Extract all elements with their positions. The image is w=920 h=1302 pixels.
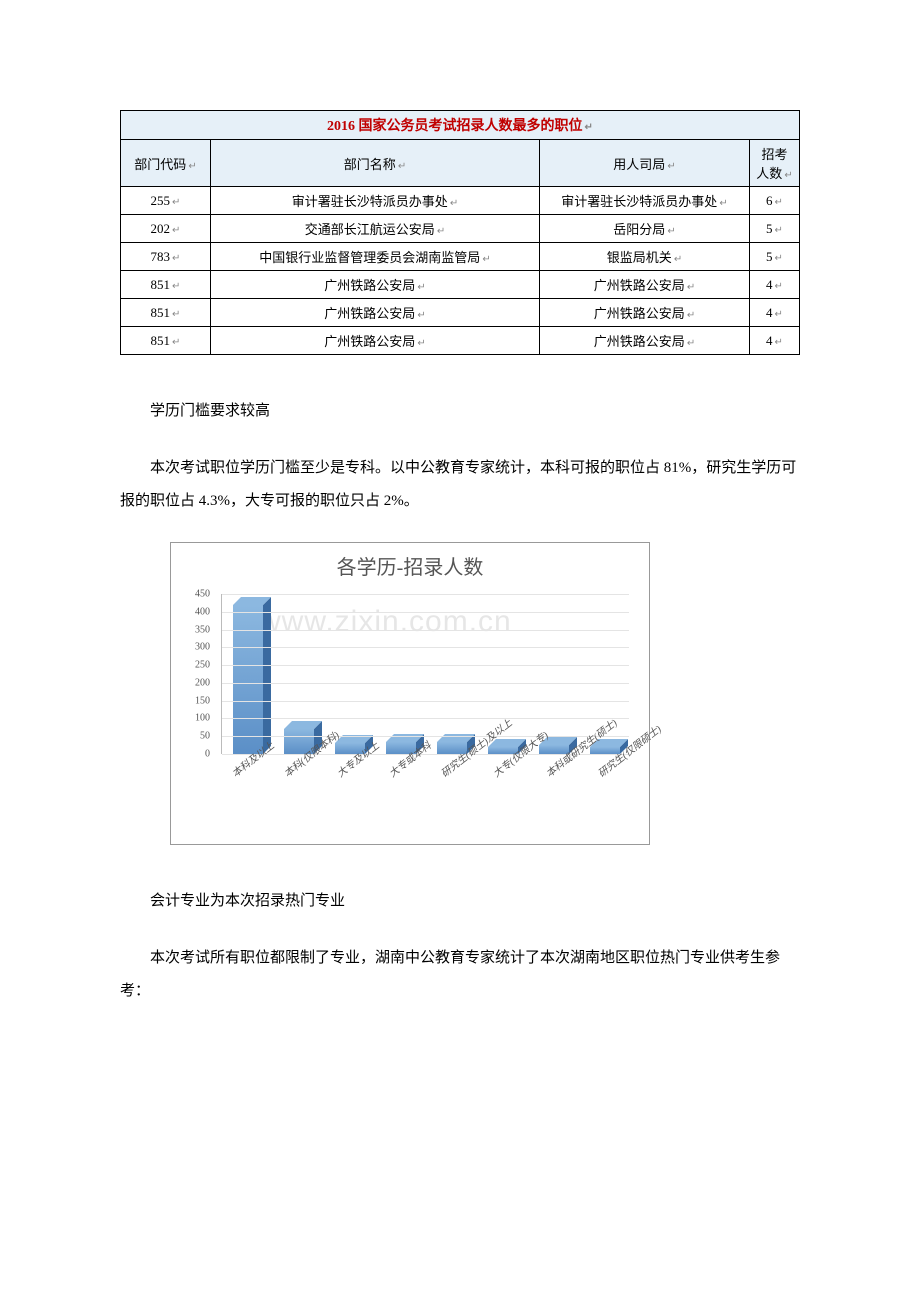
table-cell: 255	[151, 193, 181, 208]
table-row: 202 交通部长江航运公安局 岳阳分局 5	[121, 215, 800, 243]
table-cell: 5	[766, 249, 783, 264]
para-major-heading: 会计专业为本次招录热门专业	[120, 885, 800, 918]
table-row: 851 广州铁路公安局 广州铁路公安局 4	[121, 327, 800, 355]
table-cell: 中国银行业监督管理委员会湖南监管局	[259, 250, 490, 265]
table-cell: 783	[151, 249, 181, 264]
table-row: 783 中国银行业监督管理委员会湖南监管局 银监局机关 5	[121, 243, 800, 271]
table-cell: 4	[766, 277, 783, 292]
chart-bar	[233, 605, 271, 754]
y-tick-label: 300	[195, 642, 210, 653]
table-cell: 银监局机关	[607, 250, 682, 265]
table-cell: 岳阳分局	[613, 222, 675, 237]
table-cell: 广州铁路公安局	[594, 278, 695, 293]
table-cell: 4	[766, 305, 783, 320]
table-cell: 851	[151, 333, 181, 348]
table-row: 851 广州铁路公安局 广州铁路公安局 4	[121, 271, 800, 299]
y-tick-label: 350	[195, 624, 210, 635]
table-cell: 广州铁路公安局	[594, 306, 695, 321]
col-header-count: 招考人数	[756, 147, 792, 181]
chart-plot-area	[221, 594, 639, 754]
table-row: 255 审计署驻长沙特派员办事处 审计署驻长沙特派员办事处 6	[121, 187, 800, 215]
chart-y-axis: 050100150200250300350400450	[171, 594, 216, 754]
positions-table: 2016 国家公务员考试招录人数最多的职位 部门代码 部门名称 用人司局 招考人…	[120, 110, 800, 355]
table-cell: 广州铁路公安局	[594, 334, 695, 349]
table-header-row: 部门代码 部门名称 用人司局 招考人数	[121, 140, 800, 187]
y-tick-label: 450	[195, 589, 210, 600]
col-header-code: 部门代码	[134, 157, 196, 172]
table-cell: 交通部长江航运公安局	[305, 222, 445, 237]
table-cell: 202	[151, 221, 181, 236]
col-header-name: 部门名称	[344, 157, 406, 172]
para-education-body: 本次考试职位学历门槛至少是专科。以中公教育专家统计，本科可报的职位占 81%，研…	[120, 452, 800, 518]
table-cell: 4	[766, 333, 783, 348]
table-cell: 广州铁路公安局	[324, 334, 425, 349]
table-cell: 广州铁路公安局	[324, 306, 425, 321]
table-cell: 5	[766, 221, 783, 236]
y-tick-label: 250	[195, 660, 210, 671]
y-tick-label: 0	[205, 749, 210, 760]
table-cell: 851	[151, 305, 181, 320]
table-cell: 审计署驻长沙特派员办事处	[292, 194, 458, 209]
y-tick-label: 200	[195, 677, 210, 688]
table-title: 2016 国家公务员考试招录人数最多的职位	[121, 111, 800, 140]
y-tick-label: 400	[195, 606, 210, 617]
table-row: 851 广州铁路公安局 广州铁路公安局 4	[121, 299, 800, 327]
y-tick-label: 100	[195, 713, 210, 724]
col-header-dept: 用人司局	[613, 157, 675, 172]
table-cell: 6	[766, 193, 783, 208]
table-cell: 广州铁路公安局	[324, 278, 425, 293]
chart-x-axis: 本科及以上本科(仅限本科)大专及以上大专或本科研究生(硕士)及以上大专(仅限大专…	[221, 758, 639, 838]
para-education-heading: 学历门槛要求较高	[120, 395, 800, 428]
table-cell: 审计署驻长沙特派员办事处	[561, 194, 727, 209]
table-cell: 851	[151, 277, 181, 292]
chart-title: 各学历-招录人数	[171, 543, 649, 584]
y-tick-label: 50	[200, 731, 210, 742]
y-tick-label: 150	[195, 695, 210, 706]
para-major-body: 本次考试所有职位都限制了专业，湖南中公教育专家统计了本次湖南地区职位热门专业供考…	[120, 942, 800, 1008]
education-bar-chart: 各学历-招录人数 www.zixin.com.cn 05010015020025…	[170, 542, 650, 845]
